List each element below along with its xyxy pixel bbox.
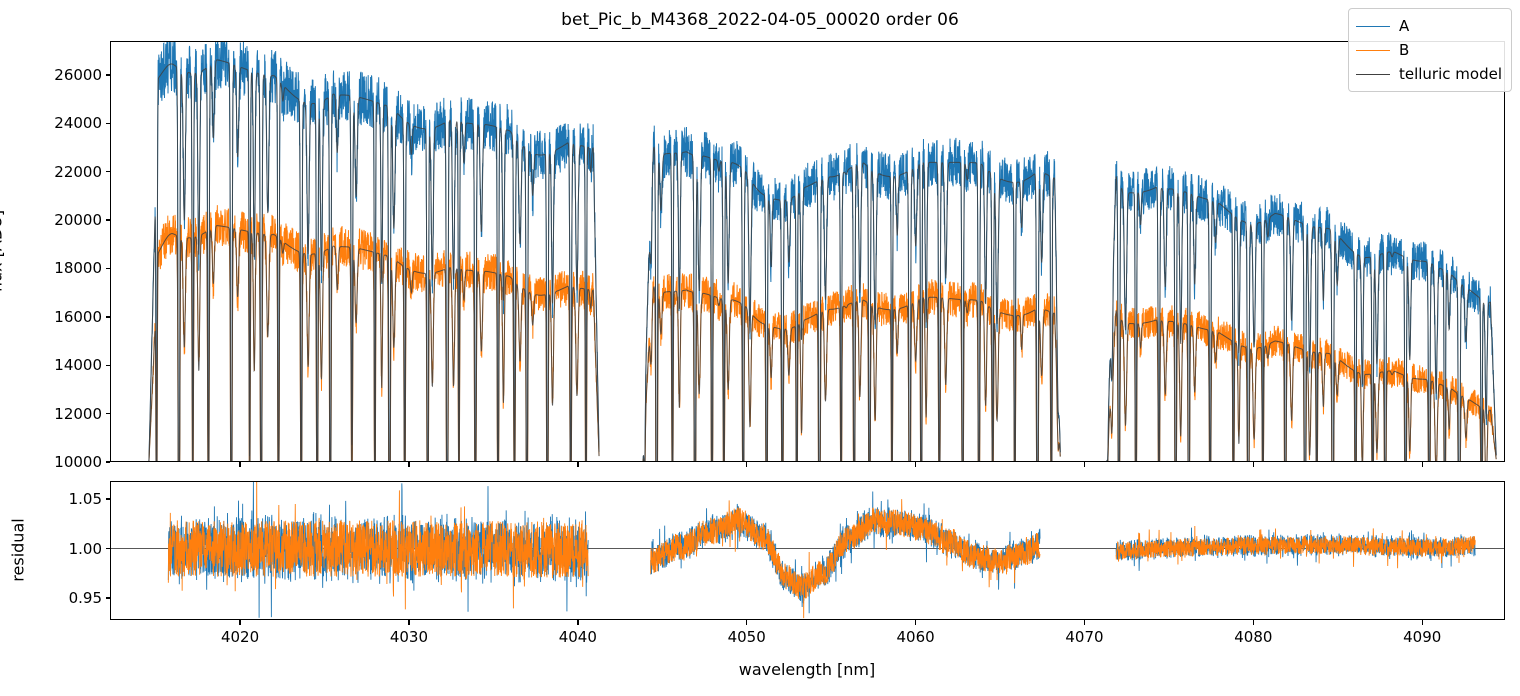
legend-item-telluric[interactable]: telluric model [1355, 62, 1502, 86]
residual-ytick-mark [105, 498, 110, 500]
flux-ytick-label: 22000 [54, 162, 102, 181]
legend: A B telluric model [1347, 8, 1512, 92]
residual-xtick-mark [746, 620, 748, 625]
flux-xtick-mark [914, 462, 917, 467]
flux-xtick-mark [1083, 462, 1086, 467]
legend-item-b[interactable]: B [1355, 38, 1502, 62]
wavelength-xtick-label: 4020 [220, 628, 260, 646]
flux-ytick-mark [105, 74, 110, 76]
wavelength-xtick-label: 4090 [1403, 628, 1442, 646]
legend-swatch-telluric [1355, 73, 1390, 75]
wavelength-xtick-label: 4080 [1234, 628, 1273, 646]
flux-xtick-mark [1252, 462, 1255, 467]
flux-ytick-mark [105, 364, 110, 366]
flux-axis-label: flux [ADU] [0, 209, 6, 293]
wavelength-axis-label: wavelength [nm] [738, 660, 876, 679]
residual-xtick-mark [239, 620, 241, 625]
flux-xtick-mark [746, 462, 748, 467]
residual-ytick-label: 1.00 [68, 539, 102, 558]
flux-ytick-label: 24000 [54, 114, 102, 133]
flux-ytick-mark [105, 461, 110, 463]
legend-swatch-a [1355, 25, 1390, 27]
residual-axis-label: residual [8, 518, 28, 582]
residual-ytick-label: 1.05 [68, 489, 102, 508]
flux-ytick-label: 10000 [54, 453, 102, 471]
flux-ytick-label: 20000 [54, 211, 102, 230]
figure-title: bet_Pic_b_M4368_2022-04-05_00020 order 0… [561, 10, 959, 30]
residual-xtick-mark [577, 620, 579, 625]
legend-item-a[interactable]: A [1355, 14, 1502, 38]
wavelength-xtick-label: 4050 [727, 628, 766, 646]
legend-swatch-b [1355, 49, 1390, 51]
wavelength-xtick-label: 4040 [558, 628, 597, 646]
flux-ytick-mark [105, 412, 110, 415]
flux-ytick-mark [105, 267, 110, 270]
flux-plot-area [110, 41, 1505, 462]
wavelength-xtick-label: 4060 [896, 628, 935, 646]
residual-plot-area [110, 481, 1505, 620]
flux-ytick-mark [105, 219, 110, 221]
flux-xtick-mark [1421, 462, 1423, 467]
flux-xtick-mark [577, 462, 579, 467]
flux-ytick-mark [105, 170, 110, 173]
residual-ytick-mark [105, 547, 110, 550]
flux-ytick-label: 18000 [54, 259, 102, 278]
flux-spectra-svg [148, 42, 1497, 461]
flux-ytick-label: 16000 [54, 307, 102, 326]
wavelength-xtick-label: 4030 [389, 628, 429, 646]
residual-ytick-mark [105, 597, 110, 599]
flux-ytick-mark [105, 122, 110, 124]
flux-ytick-label: 12000 [54, 404, 102, 423]
legend-label-a: A [1398, 17, 1410, 35]
legend-label-telluric: telluric model [1398, 65, 1502, 83]
flux-ytick-mark [105, 316, 110, 318]
wavelength-xtick-label: 4070 [1065, 628, 1104, 646]
residual-xtick-mark [1083, 620, 1086, 625]
residual-xtick-mark [1252, 620, 1255, 625]
flux-ytick-label: 14000 [54, 356, 102, 375]
flux-ytick-label: 26000 [54, 65, 102, 84]
flux-xtick-mark [408, 462, 410, 467]
residual-xtick-mark [408, 620, 410, 625]
residual-xtick-mark [914, 620, 917, 625]
residual-xtick-mark [1421, 620, 1423, 625]
residual-ytick-label: 0.95 [68, 589, 102, 608]
residual-spectra-svg [111, 482, 1504, 619]
legend-label-b: B [1398, 41, 1410, 59]
flux-xtick-mark [239, 462, 241, 467]
